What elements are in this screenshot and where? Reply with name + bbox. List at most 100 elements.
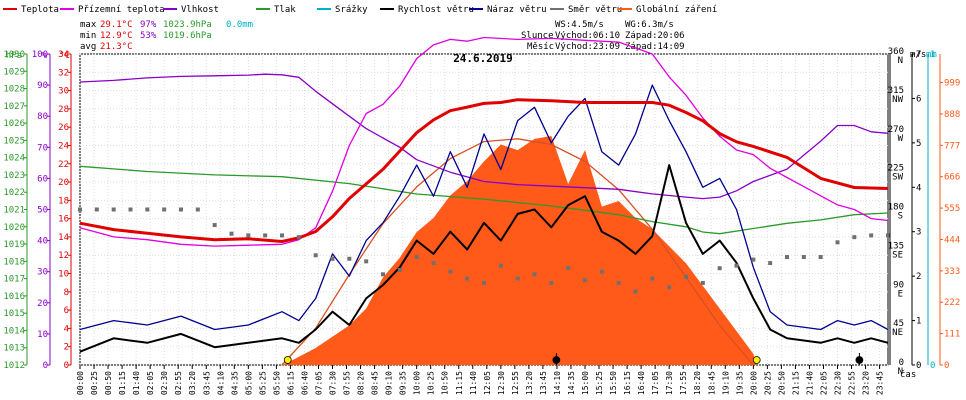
wind-direction-point bbox=[431, 261, 436, 266]
axis-pct-label-8: 80 bbox=[37, 112, 48, 122]
info-moon-label: Měsíc bbox=[527, 42, 554, 52]
axis-pct-label-6: 60 bbox=[37, 174, 48, 184]
axis-rad-label-7: 777 bbox=[944, 141, 960, 151]
wind-direction-point bbox=[498, 263, 503, 268]
axis-time-label-35: 14:35 bbox=[567, 371, 576, 395]
axis-time-label-41: 17:05 bbox=[651, 371, 660, 395]
grid bbox=[79, 53, 888, 366]
axis-time-label-13: 05:25 bbox=[258, 371, 267, 395]
axis-time-label-5: 02:05 bbox=[146, 371, 155, 395]
stat-min-hum: 53% bbox=[140, 31, 157, 41]
axis-time-label-30: 12:30 bbox=[497, 371, 506, 395]
axis-rain-label-1: 1 bbox=[930, 50, 935, 60]
legend-label-1: Přízemní teplota bbox=[78, 5, 165, 15]
axis-time-label-29: 12:05 bbox=[483, 371, 492, 395]
info-sun-label: Slunce bbox=[521, 31, 554, 41]
series-přízemní-teplota bbox=[79, 36, 889, 247]
markers bbox=[283, 353, 864, 365]
marker-sunset bbox=[752, 356, 761, 364]
axis-temp-label-17: 34 bbox=[58, 50, 69, 60]
axis-time-label-21: 08:45 bbox=[371, 371, 380, 395]
axis-dir-lab-6: W bbox=[898, 134, 904, 144]
marker-sunrise bbox=[283, 356, 292, 364]
axis-time-label-0: 00:00 bbox=[76, 371, 85, 395]
axis-rad-label-2: 222 bbox=[944, 298, 960, 308]
marker-moonset bbox=[552, 356, 561, 364]
axis-temp-label-12: 24 bbox=[58, 141, 69, 151]
axis-rain-title: mm bbox=[926, 50, 937, 60]
legend-label-7: Směr větru bbox=[568, 5, 622, 15]
wind-direction-point bbox=[801, 255, 806, 260]
axis-time-label-45: 18:45 bbox=[707, 371, 716, 395]
axis-hpa-label-12: 1024 bbox=[3, 154, 25, 164]
wind-direction-point bbox=[111, 207, 116, 212]
axis-time-label-33: 13:45 bbox=[539, 371, 548, 395]
axis-dir-num-5: 225 bbox=[888, 164, 904, 174]
axis-pct-label-2: 20 bbox=[37, 299, 48, 309]
legend-label-8: Globální záření bbox=[636, 5, 717, 15]
stat-max-rain: 0.0mm bbox=[226, 20, 253, 30]
axis-time-label-20: 08:20 bbox=[357, 371, 366, 395]
axis-hpa-label-0: 1012 bbox=[3, 361, 25, 371]
axis-time-label-56: 23:20 bbox=[862, 371, 871, 395]
wind-direction-point bbox=[263, 233, 268, 238]
wind-direction-point bbox=[717, 266, 722, 271]
axis-dir-lab-8: N bbox=[898, 56, 903, 66]
axis-dir-num-4: 180 bbox=[888, 203, 904, 213]
axis-time-label-55: 22:55 bbox=[848, 371, 857, 395]
info-moon-rise: Východ:23:09 bbox=[555, 42, 620, 52]
series-náraz-větru bbox=[79, 84, 889, 331]
radiation-area bbox=[80, 135, 888, 365]
wind-direction-point bbox=[212, 223, 217, 228]
axis-wind-label-6: 6 bbox=[916, 94, 921, 104]
axis-time-label-26: 10:50 bbox=[441, 371, 450, 395]
info-wg: WG:6.3m/s bbox=[625, 20, 674, 30]
axis-pct-label-4: 40 bbox=[37, 237, 48, 247]
wind-direction-point bbox=[515, 276, 520, 281]
wind-direction-point bbox=[145, 207, 150, 212]
axis-wind-label-4: 4 bbox=[916, 183, 921, 193]
wind-direction-point bbox=[482, 280, 486, 285]
axis-dir-lab-3: SE bbox=[892, 250, 903, 260]
axis-rad-label-0: 0 bbox=[944, 361, 949, 371]
axis-rad-label-1: 111 bbox=[944, 330, 960, 340]
axis-temp-label-11: 22 bbox=[58, 160, 69, 170]
axis-dir-lab-0: N bbox=[898, 367, 903, 377]
axis-dir-num-6: 270 bbox=[888, 125, 904, 135]
axis-time-label-24: 10:00 bbox=[413, 371, 422, 395]
axis-temp-label-15: 30 bbox=[58, 87, 69, 97]
wind-direction-point bbox=[465, 276, 470, 281]
axis-time-label-25: 10:25 bbox=[427, 371, 436, 395]
stat-max-hum: 97% bbox=[140, 20, 157, 30]
axis-hpa-label-9: 1021 bbox=[3, 206, 25, 216]
axis-time-label-15: 06:15 bbox=[286, 371, 295, 395]
marker-moonrise bbox=[855, 356, 864, 364]
axis-wind-title: m/s bbox=[910, 50, 926, 60]
axis-time-label-48: 20:00 bbox=[749, 371, 758, 395]
wind-direction-point bbox=[616, 280, 621, 285]
wind-direction-point bbox=[313, 253, 318, 258]
wind-direction-point bbox=[583, 278, 587, 283]
axis-pct-title: % bbox=[42, 51, 48, 61]
legend-label-2: Vlhkost bbox=[181, 5, 219, 15]
axis-rad-label-3: 333 bbox=[944, 267, 960, 277]
stats-block: max 29.1°C 97% 1023.9hPa 0.0mm min 12.9°… bbox=[80, 20, 253, 52]
axis-time-label-36: 15:00 bbox=[581, 371, 590, 395]
axis-hpa-label-8: 1020 bbox=[3, 223, 25, 233]
stat-min-temp: 12.9°C bbox=[100, 31, 133, 41]
wind-direction-point bbox=[364, 259, 369, 264]
axis-dir-lab-7: NW bbox=[892, 95, 903, 105]
wind-direction-point bbox=[818, 255, 823, 260]
series-tlak bbox=[79, 165, 889, 235]
axis-hpa-label-11: 1023 bbox=[3, 171, 25, 181]
axis-time-label-17: 07:05 bbox=[314, 371, 323, 395]
axis-time-label-11: 04:35 bbox=[230, 371, 239, 395]
axis-temp-label-14: 28 bbox=[58, 105, 69, 115]
stat-min-label: min bbox=[80, 31, 96, 41]
axis-time-label-49: 20:25 bbox=[763, 371, 772, 395]
axis-hpa-label-16: 1028 bbox=[3, 85, 25, 95]
wind-direction-point bbox=[195, 207, 200, 212]
axis-rad-label-8: 888 bbox=[944, 110, 960, 120]
wind-direction-point bbox=[852, 235, 857, 240]
wind-direction-point bbox=[684, 274, 688, 279]
